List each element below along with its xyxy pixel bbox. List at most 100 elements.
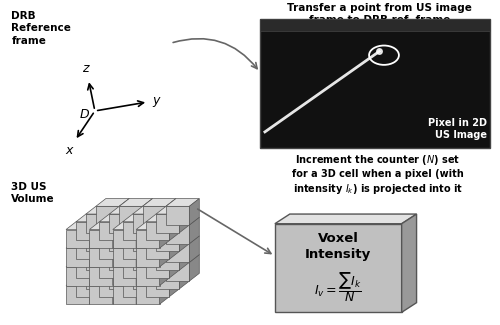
Polygon shape [170,233,179,259]
Polygon shape [113,259,146,267]
Polygon shape [122,222,146,240]
Polygon shape [142,262,166,281]
Polygon shape [76,222,100,240]
Polygon shape [275,214,416,224]
Text: $I_v = \dfrac{\sum I_k}{N}$: $I_v = \dfrac{\sum I_k}{N}$ [314,271,362,305]
Polygon shape [122,278,146,296]
Polygon shape [142,225,166,244]
Polygon shape [156,206,190,214]
Text: 3D US
Volume: 3D US Volume [12,182,55,204]
Polygon shape [90,259,100,286]
FancyArrowPatch shape [198,209,271,254]
Polygon shape [275,224,402,312]
Bar [260,19,490,148]
Polygon shape [100,233,132,240]
Polygon shape [180,262,190,289]
Polygon shape [136,259,146,286]
Text: Transfer a point from US image
frame to DRB ref. frame: Transfer a point from US image frame to … [287,3,472,25]
Polygon shape [146,214,156,240]
Polygon shape [96,225,119,244]
Polygon shape [122,214,132,240]
Polygon shape [90,222,100,248]
Polygon shape [132,206,142,233]
Polygon shape [100,240,122,259]
Polygon shape [119,206,142,225]
Polygon shape [100,233,110,259]
Polygon shape [190,236,200,262]
Text: Pixel in 2D
US Image: Pixel in 2D US Image [428,118,487,140]
Polygon shape [166,255,176,281]
Polygon shape [136,286,160,304]
Polygon shape [86,206,119,214]
Polygon shape [180,206,190,233]
Polygon shape [146,252,180,259]
Polygon shape [146,233,156,259]
Polygon shape [170,270,179,296]
Polygon shape [100,278,122,296]
Polygon shape [136,240,146,267]
Polygon shape [76,214,110,222]
Text: $z$: $z$ [82,62,90,75]
Polygon shape [132,262,166,270]
Polygon shape [110,225,142,233]
Polygon shape [90,240,122,248]
Polygon shape [132,206,166,214]
Polygon shape [190,255,200,281]
Polygon shape [110,270,132,289]
Polygon shape [86,262,119,270]
Polygon shape [122,214,156,222]
Polygon shape [146,270,156,296]
Polygon shape [86,252,110,270]
Polygon shape [132,214,156,233]
Polygon shape [110,233,132,252]
Polygon shape [66,240,100,248]
Text: Increment the counter ($N$) set
for a 3D cell when a pixel (with
intensity $I_k$: Increment the counter ($N$) set for a 3D… [292,153,464,196]
Polygon shape [136,259,170,267]
Polygon shape [190,217,200,244]
Polygon shape [86,225,119,233]
Polygon shape [76,240,100,259]
Polygon shape [110,206,119,233]
Polygon shape [132,233,156,252]
Polygon shape [119,217,129,244]
Polygon shape [100,252,132,259]
Polygon shape [119,255,152,262]
Polygon shape [119,217,152,225]
Polygon shape [132,225,142,252]
Polygon shape [136,240,170,248]
Polygon shape [113,248,136,267]
Polygon shape [110,262,142,270]
Polygon shape [122,259,146,278]
Polygon shape [142,255,152,281]
Polygon shape [142,217,176,225]
Polygon shape [170,252,179,278]
Polygon shape [90,278,100,304]
Polygon shape [96,199,129,206]
Polygon shape [146,222,170,240]
Polygon shape [66,286,90,304]
Polygon shape [122,252,132,278]
Polygon shape [110,262,119,289]
Polygon shape [166,225,190,244]
Polygon shape [132,244,166,252]
Polygon shape [166,206,190,225]
Polygon shape [146,252,156,278]
Polygon shape [113,222,122,248]
Polygon shape [113,267,136,286]
Polygon shape [146,214,180,222]
Polygon shape [90,286,113,304]
Polygon shape [86,233,110,252]
Polygon shape [146,270,180,278]
Polygon shape [132,262,142,289]
Polygon shape [119,236,152,244]
Polygon shape [113,278,122,304]
Polygon shape [146,233,180,240]
Polygon shape [66,259,100,267]
Polygon shape [96,217,129,225]
Polygon shape [100,222,122,240]
Polygon shape [110,244,142,252]
Text: Voxel
Intensity: Voxel Intensity [305,232,372,261]
Polygon shape [166,199,176,225]
Polygon shape [100,214,110,240]
Polygon shape [190,199,200,225]
